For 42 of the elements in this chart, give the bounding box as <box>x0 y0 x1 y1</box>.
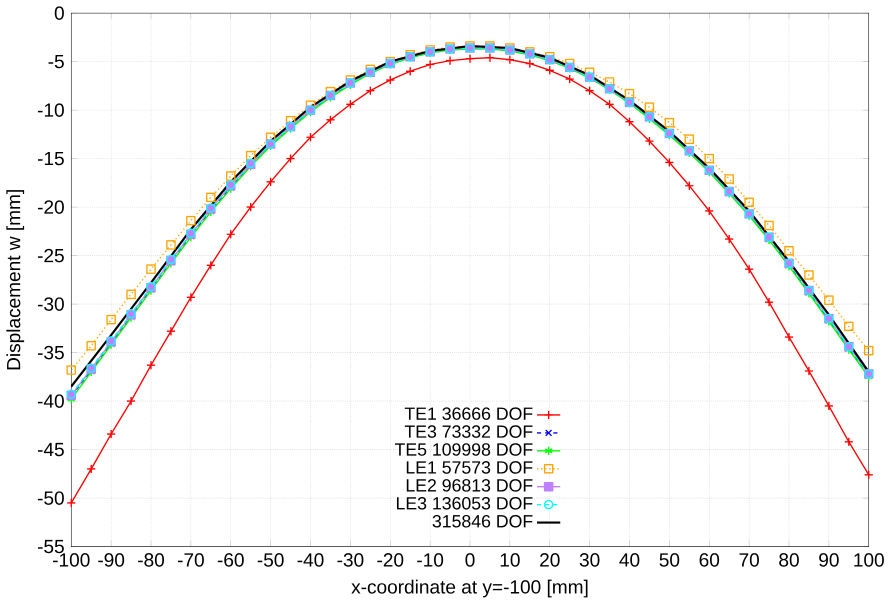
y-tick-label: -20 <box>38 200 64 214</box>
legend-label: TE5 109998 DOF <box>394 443 532 456</box>
x-tick-label: -80 <box>138 553 164 567</box>
x-tick-label: 60 <box>700 553 720 567</box>
x-tick-label: 50 <box>660 553 680 567</box>
x-tick-label: -50 <box>258 553 284 567</box>
y-tick-label: -45 <box>38 443 64 456</box>
x-tick-label: -70 <box>178 553 204 567</box>
x-tick-label: 70 <box>740 553 759 567</box>
x-tick-label: 10 <box>500 553 520 567</box>
x-tick-label: -30 <box>337 553 364 567</box>
x-tick-label: 80 <box>779 553 799 567</box>
y-tick-label: -40 <box>38 394 64 408</box>
x-tick-label: 90 <box>819 553 839 567</box>
x-tick-label: -100 <box>53 553 90 567</box>
y-tick-label: -55 <box>38 540 64 554</box>
x-tick-label: -90 <box>98 553 124 567</box>
legend-label: LE2 96813 DOF <box>406 479 532 492</box>
y-tick-label: -50 <box>38 491 64 505</box>
x-tick-label: -60 <box>218 553 244 567</box>
y-tick-label: -15 <box>38 152 64 166</box>
y-tick-label: -30 <box>38 297 64 311</box>
x-tick-label: -10 <box>417 553 444 567</box>
y-axis-title: Displacement w [mm] <box>6 190 24 370</box>
y-tick-label: 0 <box>54 6 64 20</box>
x-tick-label: -40 <box>298 553 324 567</box>
x-axis-title: x-coordinate at y=-100 [mm] <box>351 580 588 598</box>
x-tick-label: 20 <box>540 553 560 567</box>
legend-label: TE1 36666 DOF <box>404 407 532 420</box>
y-tick-label: -25 <box>38 248 64 262</box>
legend-label: LE3 136053 DOF <box>396 497 532 510</box>
x-tick-label: 100 <box>854 553 884 567</box>
x-tick-label: 0 <box>465 553 475 567</box>
y-tick-label: -5 <box>48 55 64 68</box>
legend-label: TE3 73332 DOF <box>404 425 532 438</box>
x-tick-label: -20 <box>377 553 404 567</box>
x-tick-label: 30 <box>580 553 600 567</box>
x-tick-label: 40 <box>619 553 640 567</box>
legend-label: LE1 57573 DOF <box>406 461 532 474</box>
legend-label: 315846 DOF <box>432 515 532 528</box>
y-tick-label: -35 <box>38 346 64 360</box>
y-tick-label: -10 <box>38 103 64 117</box>
